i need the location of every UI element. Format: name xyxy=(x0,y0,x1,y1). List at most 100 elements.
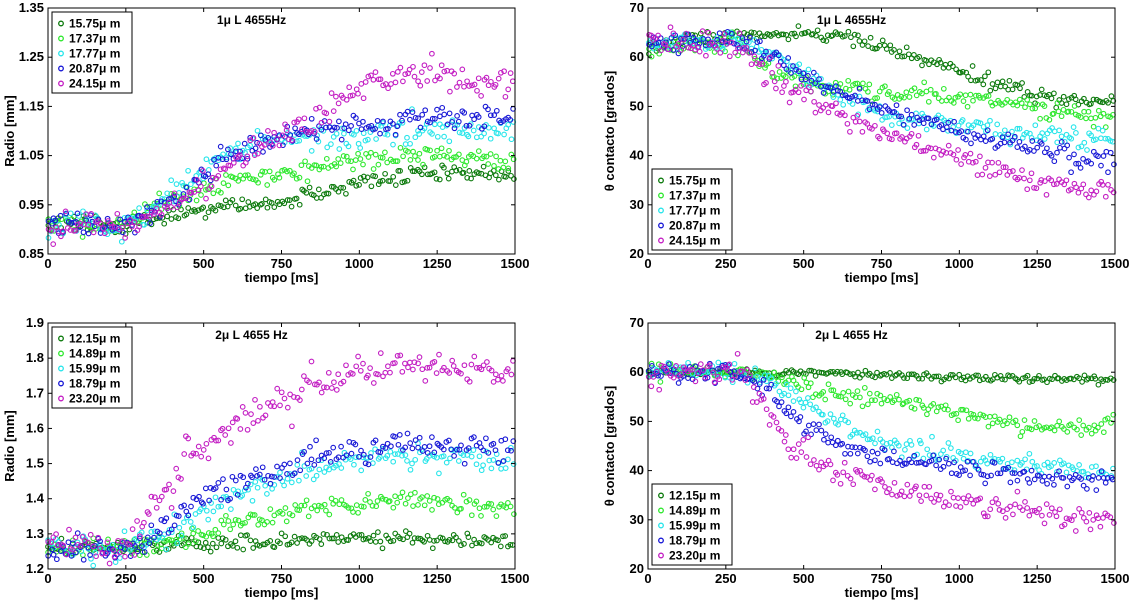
data-point xyxy=(656,386,663,393)
data-point xyxy=(849,93,856,100)
data-point xyxy=(897,457,903,464)
legend-marker xyxy=(58,335,64,342)
data-point xyxy=(89,218,96,225)
data-point xyxy=(461,460,468,467)
data-point xyxy=(820,90,827,96)
data-point xyxy=(845,28,852,35)
data-point xyxy=(244,480,251,487)
data-point xyxy=(741,44,747,51)
data-point xyxy=(397,494,404,501)
data-point xyxy=(500,533,506,540)
data-point xyxy=(923,492,930,499)
data-point xyxy=(487,112,494,119)
data-point xyxy=(497,543,504,550)
data-point xyxy=(916,492,923,499)
data-point xyxy=(979,171,986,178)
data-point xyxy=(127,217,133,223)
data-point xyxy=(940,85,947,92)
data-point xyxy=(888,122,895,128)
data-point xyxy=(943,374,950,381)
data-point xyxy=(1085,108,1092,115)
data-point xyxy=(409,445,416,452)
data-point xyxy=(451,125,458,132)
data-point xyxy=(1081,95,1087,102)
data-point xyxy=(105,536,111,543)
data-point xyxy=(178,530,185,537)
data-point xyxy=(296,174,303,181)
data-point xyxy=(925,144,932,151)
data-point xyxy=(399,452,405,459)
data-point xyxy=(1041,136,1048,142)
data-point xyxy=(291,119,298,126)
data-point xyxy=(427,65,433,71)
data-point xyxy=(666,361,672,367)
data-point xyxy=(486,457,493,464)
data-point xyxy=(835,393,842,400)
data-point xyxy=(343,190,349,197)
data-point xyxy=(215,202,222,209)
data-point xyxy=(488,539,495,546)
data-point xyxy=(460,491,467,498)
data-point xyxy=(195,528,201,534)
data-point xyxy=(980,81,987,88)
data-point xyxy=(200,167,206,174)
data-point xyxy=(1095,475,1102,481)
data-point xyxy=(715,359,722,366)
data-point xyxy=(455,118,462,125)
data-point xyxy=(1068,169,1074,176)
data-point xyxy=(301,115,308,122)
data-point xyxy=(687,366,694,373)
data-point xyxy=(158,493,165,500)
data-point xyxy=(328,90,335,96)
data-point xyxy=(808,431,814,438)
data-point xyxy=(1048,95,1055,102)
data-point xyxy=(148,522,155,529)
data-point xyxy=(729,379,736,386)
data-point xyxy=(255,150,261,157)
data-point xyxy=(369,502,376,509)
data-point xyxy=(1051,427,1058,434)
data-point xyxy=(999,134,1006,141)
data-point xyxy=(994,121,1001,128)
data-point xyxy=(491,125,497,132)
data-point xyxy=(859,403,866,410)
data-point xyxy=(330,134,337,140)
data-point xyxy=(911,452,918,459)
data-point xyxy=(694,369,701,376)
data-point xyxy=(886,486,893,492)
data-point xyxy=(1058,113,1065,120)
data-point xyxy=(190,524,197,531)
data-point xyxy=(431,358,438,365)
data-point xyxy=(189,525,195,532)
data-point xyxy=(321,455,328,462)
data-point xyxy=(358,447,364,454)
data-point xyxy=(343,362,349,369)
data-point xyxy=(104,231,111,238)
chart-title: 1μ L 4655Hz xyxy=(817,13,886,27)
data-point xyxy=(511,511,517,517)
data-point xyxy=(411,73,418,80)
data-point xyxy=(353,127,360,134)
data-point xyxy=(1023,129,1030,136)
data-point xyxy=(386,498,393,504)
data-point xyxy=(911,85,918,92)
data-point xyxy=(74,530,81,536)
data-point xyxy=(239,196,246,203)
data-point xyxy=(265,128,271,134)
data-point xyxy=(1095,424,1101,431)
data-point xyxy=(151,548,157,555)
x-tick-label: 750 xyxy=(271,571,293,586)
data-point xyxy=(845,419,852,426)
data-point xyxy=(110,547,117,553)
data-point xyxy=(970,159,976,166)
data-point xyxy=(196,493,202,500)
data-point xyxy=(338,443,344,450)
data-point xyxy=(483,153,490,160)
data-point xyxy=(227,526,234,533)
x-axis-label: tiempo [ms] xyxy=(245,270,319,285)
data-point xyxy=(463,122,470,129)
data-point xyxy=(426,498,433,504)
data-point xyxy=(362,497,369,503)
data-point xyxy=(1060,475,1067,481)
data-point xyxy=(877,476,884,482)
